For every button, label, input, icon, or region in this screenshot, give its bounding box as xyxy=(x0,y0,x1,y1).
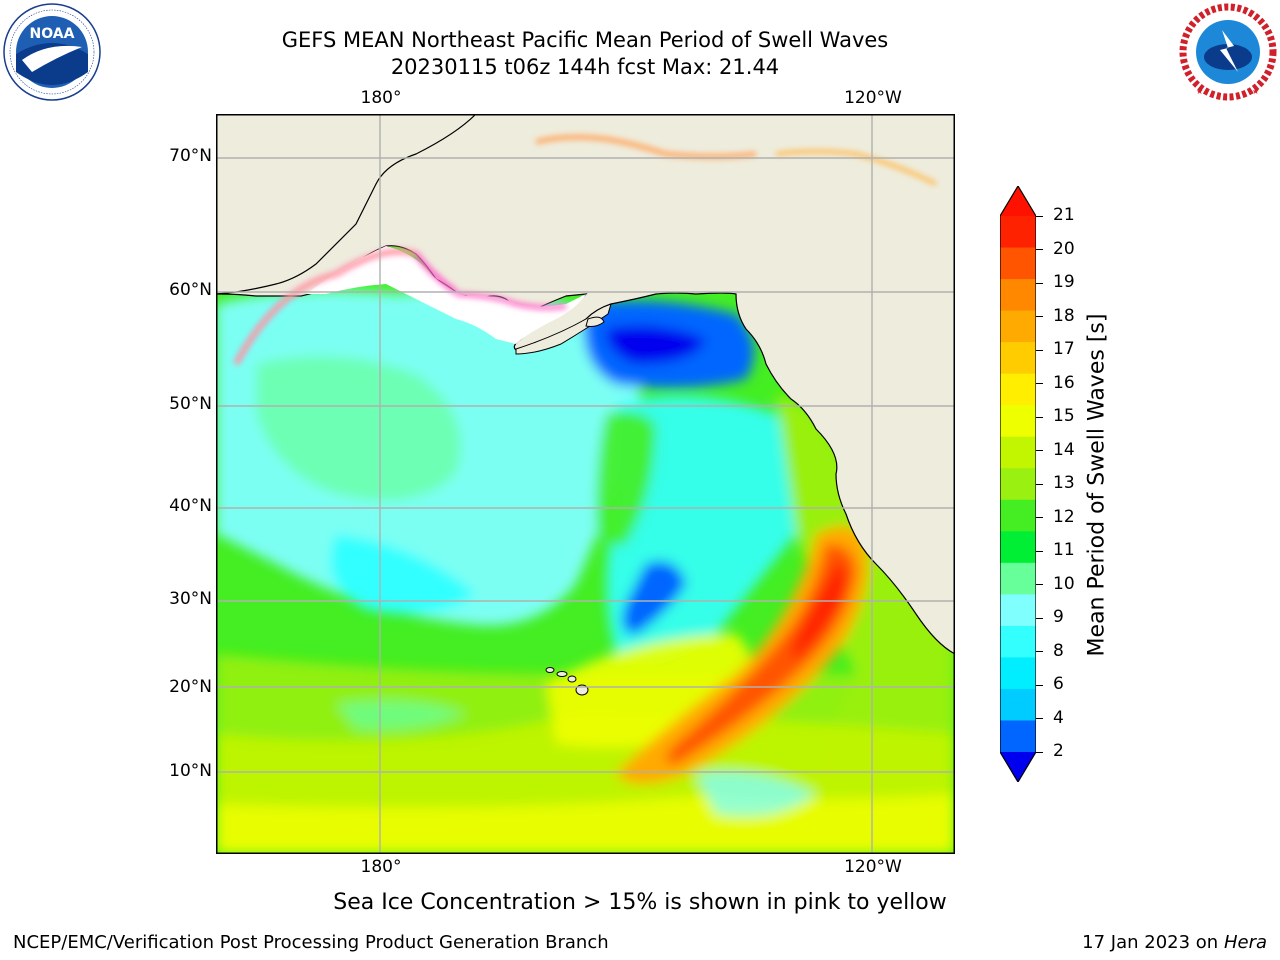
colorbar-segment xyxy=(1000,310,1036,343)
colorbar-tick-label: 19 xyxy=(1053,272,1075,292)
colorbar-tick-label: 2 xyxy=(1053,741,1064,761)
colorbar-segment xyxy=(1000,436,1036,469)
credit-right: 17 Jan 2023 on Hera xyxy=(1082,932,1267,953)
lon-label-bottom-120w: 120°W xyxy=(844,857,902,877)
chart-subtitle: 20230115 t06z 144h fcst Max: 21.44 xyxy=(390,55,780,79)
colorbar-tick-mark xyxy=(1036,517,1043,518)
colorbar-tick-mark xyxy=(1036,751,1043,753)
colorbar-tick-label: 4 xyxy=(1053,707,1064,728)
colorbar-segment xyxy=(1000,688,1036,721)
colorbar-label: Mean Period of Swell Waves [s] xyxy=(1084,313,1110,657)
map-panel xyxy=(216,114,955,854)
run-date: 17 Jan 2023 on xyxy=(1082,932,1224,953)
colorbar-tick-label: 10 xyxy=(1053,573,1075,594)
lat-label-10n: 10°N xyxy=(169,761,212,781)
colorbar xyxy=(999,184,1037,784)
lat-label-20n: 20°N xyxy=(169,677,212,697)
colorbar-tick-mark xyxy=(1036,651,1043,652)
colorbar-tick-mark xyxy=(1036,584,1043,585)
chart-title: GEFS MEAN Northeast Pacific Mean Period … xyxy=(281,28,889,52)
noaa-logo: NOAA xyxy=(2,2,102,102)
lon-label-top-120w: 120°W xyxy=(844,88,902,108)
colorbar-tick-mark xyxy=(1036,450,1043,451)
colorbar-tick-label: 17 xyxy=(1053,339,1075,359)
colorbar-tick-mark xyxy=(1036,383,1043,384)
colorbar-tick-mark xyxy=(1036,718,1043,719)
svg-text:★: ★ xyxy=(1196,87,1203,96)
colorbar-segment xyxy=(1000,373,1036,406)
colorbar-tick-label: 13 xyxy=(1053,473,1075,493)
colorbar-tick-mark xyxy=(1036,684,1043,686)
credit-left: NCEP/EMC/Verification Post Processing Pr… xyxy=(13,932,609,953)
colorbar-tick-mark xyxy=(1036,416,1043,418)
colorbar-tick-label: 18 xyxy=(1053,305,1075,326)
colorbar-tick-mark xyxy=(1036,349,1043,351)
colorbar-segment xyxy=(1000,562,1036,595)
lat-label-70n: 70°N xyxy=(169,146,212,166)
colorbar-segment xyxy=(1000,531,1036,564)
sea-ice-edge xyxy=(233,134,937,366)
colorbar-tick-label: 16 xyxy=(1053,372,1075,393)
colorbar-graphic xyxy=(999,184,1037,784)
colorbar-segment xyxy=(1000,720,1036,753)
colorbar-segment xyxy=(1000,499,1036,532)
colorbar-segment xyxy=(1000,279,1036,312)
graticule xyxy=(216,114,955,854)
colorbar-tick-mark xyxy=(1036,550,1043,552)
colorbar-segment xyxy=(1000,342,1036,375)
colorbar-extend-min xyxy=(1000,752,1036,782)
colorbar-tick-mark xyxy=(1036,617,1043,619)
colorbar-tick-mark xyxy=(1036,316,1043,317)
colorbar-tick-label: 12 xyxy=(1053,506,1075,527)
nws-logo: ★ ★ xyxy=(1178,2,1278,102)
colorbar-tick-label: 21 xyxy=(1053,205,1075,225)
swell-period-map xyxy=(216,114,955,854)
colorbar-segment xyxy=(1000,625,1036,658)
colorbar-tick-mark xyxy=(1036,483,1043,485)
colorbar-tick-label: 8 xyxy=(1053,640,1064,661)
sea-ice-note: Sea Ice Concentration > 15% is shown in … xyxy=(333,890,947,915)
colorbar-tick-label: 9 xyxy=(1053,607,1064,627)
svg-text:★: ★ xyxy=(1252,87,1259,96)
colorbar-tick-label: 20 xyxy=(1053,238,1075,259)
colorbar-segment xyxy=(1000,247,1036,280)
colorbar-tick-mark xyxy=(1036,249,1043,250)
colorbar-tick-mark xyxy=(1036,215,1043,217)
lat-label-30n: 30°N xyxy=(169,589,212,609)
machine-name: Hera xyxy=(1223,932,1267,953)
colorbar-segment xyxy=(1000,216,1036,249)
colorbar-segment xyxy=(1000,657,1036,690)
colorbar-tick-label: 15 xyxy=(1053,406,1075,426)
colorbar-tick-label: 14 xyxy=(1053,439,1075,460)
colorbar-tick-mark xyxy=(1036,282,1043,284)
colorbar-tick-label: 11 xyxy=(1053,540,1075,560)
lat-label-40n: 40°N xyxy=(169,496,212,516)
map-frame xyxy=(216,114,955,854)
colorbar-tick-label: 6 xyxy=(1053,674,1064,694)
lon-label-top-180: 180° xyxy=(360,88,402,108)
colorbar-extend-max xyxy=(1000,186,1036,216)
colorbar-segment xyxy=(1000,594,1036,627)
noaa-logo-text: NOAA xyxy=(30,26,75,42)
lon-label-bottom-180: 180° xyxy=(360,857,402,877)
land-russia xyxy=(216,114,477,295)
colorbar-segment xyxy=(1000,468,1036,501)
lat-label-60n: 60°N xyxy=(169,280,212,300)
colorbar-segment xyxy=(1000,405,1036,438)
lat-label-50n: 50°N xyxy=(169,394,212,414)
